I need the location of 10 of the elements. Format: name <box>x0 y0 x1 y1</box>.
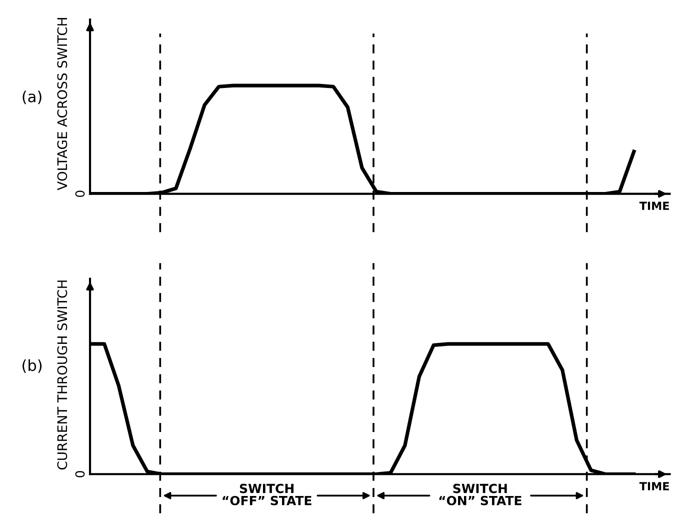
y-axis-title: VOLTAGE ACROSS SWITCH <box>57 18 68 190</box>
annotation: 0 <box>75 190 85 197</box>
text: (b) <box>22 359 42 373</box>
annotation: 0 <box>75 470 85 478</box>
x-axis-title: TIME <box>639 202 669 210</box>
x-axis-title: TIME <box>639 482 669 490</box>
text: SWITCH “OFF” STATE <box>222 484 312 506</box>
text: (a) <box>22 90 42 104</box>
text: SWITCH “ON” STATE <box>439 484 522 506</box>
y-axis-title: CURRENT THROUGH SWITCH <box>57 280 68 470</box>
